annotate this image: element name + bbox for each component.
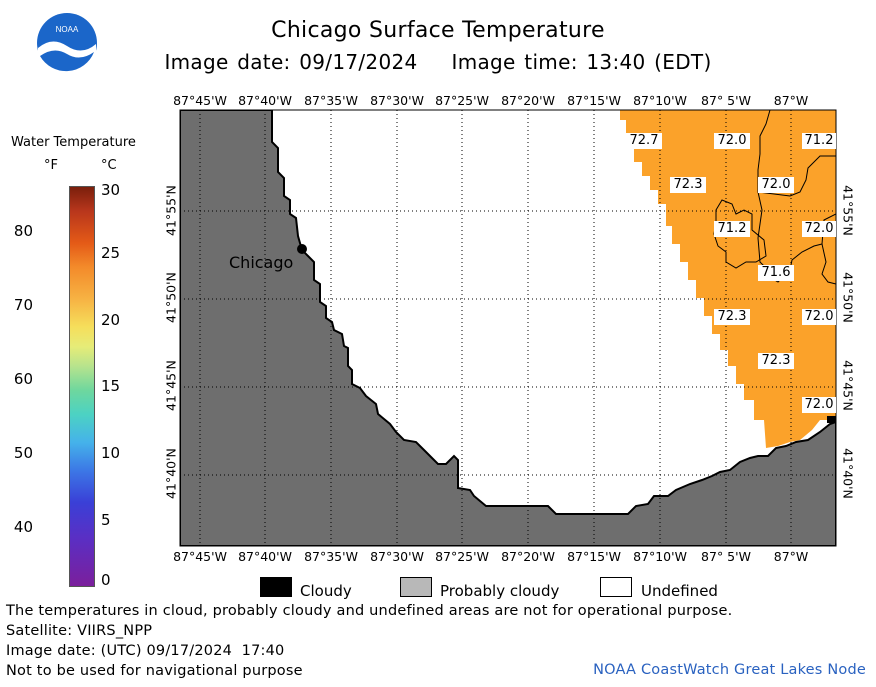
temperature-label: 72.0 (802, 397, 836, 413)
lon-label-bottom: 87°35'W (304, 549, 358, 564)
boundary-line (757, 155, 836, 197)
image-time: Image time: 13:40 (EDT) (451, 50, 712, 74)
color-scale-bar (69, 186, 95, 587)
noaa-logo-text: NOAA (56, 25, 79, 34)
map-frame (179, 109, 837, 547)
legend-c-tick: 30 (101, 181, 121, 199)
legend-f-tick: 80 (13, 222, 33, 240)
legend-c-tick: 15 (101, 377, 121, 395)
image-date: Image date: 09/17/2024 (164, 50, 418, 74)
legend-c-tick: 0 (101, 571, 111, 589)
noaa-logo: NOAA (37, 13, 97, 74)
temperature-label: 72.3 (758, 353, 794, 369)
lon-label-bottom: 87°15'W (567, 549, 621, 564)
legend-f-tick: 70 (13, 296, 33, 314)
lon-label-top: 87°W (773, 93, 809, 108)
legend-c-tick: 10 (101, 444, 121, 462)
footer-nav-warning: Not to be used for navigational purpose (6, 663, 303, 679)
key-label-undefined: Undefined (641, 582, 718, 600)
page-title: Chicago Surface Temperature (271, 18, 605, 43)
chicago-marker (297, 244, 307, 254)
lon-label-bottom: 87°W (773, 549, 809, 564)
lon-label-top: 87°35'W (304, 93, 358, 108)
key-swatch-cloudy (260, 577, 292, 597)
lon-label-bottom: 87°30'W (370, 549, 424, 564)
legend-f-tick: 50 (13, 444, 33, 462)
legend-unit-c: °C (101, 158, 117, 173)
lon-label-top: 87°40'W (238, 93, 292, 108)
lon-label-bottom: 87°45'W (173, 549, 227, 564)
temperature-label: 72.3 (714, 309, 750, 325)
footer-credit: NOAA CoastWatch Great Lakes Node (593, 662, 866, 678)
lon-label-bottom: 87°20'W (501, 549, 555, 564)
footer-note: The temperatures in cloud, probably clou… (6, 603, 733, 619)
legend-c-tick: 25 (101, 244, 121, 262)
temperature-label: 72.0 (714, 133, 750, 149)
legend-title: Water Temperature (11, 135, 136, 150)
cloudy-pixel (827, 416, 836, 423)
key-swatch-probably-cloudy (400, 577, 432, 597)
lon-label-bottom: 87°25'W (435, 549, 489, 564)
temperature-label: 72.0 (802, 309, 836, 325)
lon-label-top: 87°15'W (567, 93, 621, 108)
temperature-label: 71.2 (714, 221, 750, 237)
footer-satellite: Satellite: VIIRS_NPP (6, 623, 153, 639)
lon-label-top: 87° 5'W (701, 93, 751, 108)
key-label-probably-cloudy: Probably cloudy (440, 582, 560, 600)
legend-f-tick: 60 (13, 370, 33, 388)
legend-c-tick: 20 (101, 311, 121, 329)
temperature-label: 72.7 (626, 133, 662, 149)
legend-unit-f: °F (44, 158, 58, 173)
key-label-cloudy: Cloudy (300, 582, 352, 600)
lon-label-top: 87°25'W (435, 93, 489, 108)
image-date-time: Image date: 09/17/2024 Image time: 13:40 … (0, 50, 876, 74)
lon-label-top: 87°20'W (501, 93, 555, 108)
legend-c-tick: 5 (101, 511, 111, 529)
temperature-label: 71.2 (802, 133, 836, 149)
lon-label-top: 87°10'W (633, 93, 687, 108)
city-label-chicago: Chicago (229, 253, 294, 272)
temperature-label: 72.3 (670, 177, 706, 193)
key-swatch-undefined (600, 577, 632, 597)
temperature-label: 71.6 (758, 265, 794, 281)
lon-label-bottom: 87°10'W (633, 549, 687, 564)
lon-label-top: 87°45'W (173, 93, 227, 108)
lon-label-bottom: 87° 5'W (701, 549, 751, 564)
footer-utc-date: Image date: (UTC) 09/17/2024 17:40 (6, 643, 285, 659)
boundary-line (713, 199, 767, 269)
legend-f-tick: 40 (13, 518, 33, 536)
lon-label-bottom: 87°40'W (238, 549, 292, 564)
land-area (180, 110, 836, 546)
temperature-label: 72.0 (758, 177, 794, 193)
lon-label-top: 87°30'W (370, 93, 424, 108)
temperature-label: 72.0 (802, 221, 836, 237)
